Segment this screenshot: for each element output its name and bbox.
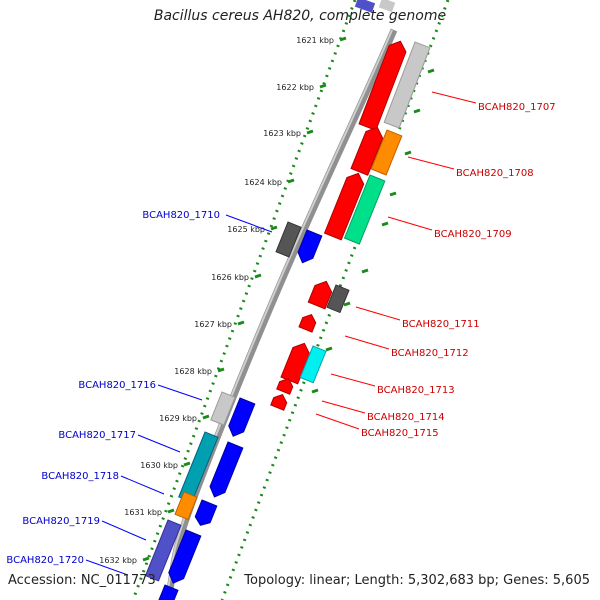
gene-feature-1718-a — [174, 491, 198, 521]
ruler-tick-label: 1622 kbp — [276, 83, 314, 92]
ruler-tick-mark — [306, 129, 314, 135]
ruler-tick-mark — [167, 508, 175, 514]
ruler-tick-mark — [287, 178, 295, 184]
gene-label[interactable]: BCAH820_1717 — [58, 430, 136, 441]
gene-label-leader-line — [137, 434, 181, 453]
gene-label-leader-line — [225, 214, 273, 233]
gene-feature-1719-b — [168, 529, 202, 584]
gene-feature-1708-b — [370, 129, 403, 176]
ruler-tick-mark — [270, 225, 278, 231]
ruler-tick-mark — [217, 367, 225, 373]
ruler-tick-mark — [254, 273, 262, 279]
genome-backbone-highlight — [165, 29, 393, 600]
ruler-tick-label: 1632 kbp — [99, 556, 137, 565]
outer-ruler-tick-mark — [404, 150, 412, 156]
gene-label-leader-line — [355, 306, 401, 321]
ruler-tick-layer: 1621 kbp 1622 kbp 1623 kbp 1624 kbp 1625 kbp… — [99, 36, 435, 565]
gene-label-leader-line — [431, 91, 477, 104]
gene-label-leader-line — [344, 335, 390, 350]
map-title: Bacillus cereus AH820, complete genome — [153, 8, 447, 24]
gene-label[interactable]: BCAH820_1709 — [434, 229, 512, 240]
gene-label[interactable]: BCAH820_1713 — [377, 385, 455, 396]
ruler-tick-label: 1629 kbp — [159, 414, 197, 423]
gene-feature-top-clipped-2 — [378, 0, 396, 13]
gene-feature-1710-b — [297, 229, 323, 264]
gene-label[interactable]: BCAH820_1711 — [402, 319, 480, 330]
ruler-tick-mark — [142, 556, 150, 562]
outer-ruler-tick-mark — [389, 191, 397, 197]
gene-label[interactable]: BCAH820_1707 — [478, 102, 556, 113]
gene-feature-1718-b — [194, 499, 218, 526]
gene-label-leader-line — [407, 156, 455, 170]
gene-feature-1707-a — [358, 40, 407, 131]
accession-label: Accession: NC_011773 — [8, 573, 156, 588]
ruler-tick-label: 1626 kbp — [211, 273, 249, 282]
outer-ruler-tick-mark — [343, 301, 351, 307]
gene-label-leader-line — [321, 400, 366, 414]
gene-feature-1716-b — [228, 397, 256, 437]
ruler-tick-mark — [202, 414, 210, 420]
gene-label-leader-line — [120, 475, 165, 495]
gene-labels-layer: BCAH820_1707 BCAH820_1708 BCAH820_1709 BCAH… — [6, 91, 556, 576]
gene-feature-1711-a — [307, 280, 333, 310]
outer-ruler-tick-mark — [325, 346, 333, 352]
ruler-tick-mark — [319, 83, 327, 89]
ruler-tick-mark — [339, 36, 347, 42]
gene-label[interactable]: BCAH820_1710 — [142, 210, 220, 221]
gene-feature-1714 — [276, 378, 294, 395]
ruler-tick-label: 1628 kbp — [174, 367, 212, 376]
ruler-tick-mark — [183, 461, 191, 467]
outer-ruler-tick-mark — [311, 388, 319, 394]
gene-feature-1715 — [270, 394, 288, 411]
gene-feature-1719-a — [144, 519, 182, 582]
genome-stats-label: Topology: linear; Length: 5,302,683 bp; … — [244, 573, 590, 588]
gene-label[interactable]: BCAH820_1712 — [391, 348, 469, 359]
gene-feature-1717-b — [209, 441, 244, 498]
gene-label-leader-line — [157, 384, 203, 401]
gene-label-leader-line — [85, 559, 129, 576]
gene-feature-1708-a — [350, 126, 384, 176]
ruler-tick-mark — [237, 320, 245, 326]
outer-ruler-tick-mark — [413, 108, 421, 114]
gene-feature-1720 — [156, 584, 179, 600]
gene-feature-1709-b — [343, 174, 386, 245]
outer-ruler-tick-mark — [427, 68, 435, 74]
gene-label[interactable]: BCAH820_1716 — [78, 380, 156, 391]
ruler-tick-label: 1625 kbp — [227, 225, 265, 234]
ruler-tick-label: 1623 kbp — [263, 129, 301, 138]
gene-feature-top-clipped-1 — [354, 0, 376, 13]
gene-label-leader-line — [101, 520, 147, 541]
gene-label-leader-line — [315, 413, 360, 430]
ruler-tick-label: 1630 kbp — [140, 461, 178, 470]
gene-label-leader-line — [387, 216, 433, 231]
gene-feature-1709-a — [323, 172, 365, 241]
gene-label-leader-line — [330, 373, 376, 387]
gene-feature-1713-b — [299, 345, 327, 384]
gene-label[interactable]: BCAH820_1715 — [361, 428, 439, 439]
gene-feature-1716-a — [210, 391, 236, 426]
ruler-tick-label: 1624 kbp — [244, 178, 282, 187]
gene-label[interactable]: BCAH820_1719 — [22, 516, 100, 527]
gene-feature-1710-a — [275, 221, 302, 258]
gene-feature-1712 — [298, 314, 317, 333]
ruler-tick-label: 1627 kbp — [194, 320, 232, 329]
gene-feature-1707-b — [383, 41, 431, 129]
outer-ruler-tick-mark — [381, 221, 389, 227]
gene-feature-1711-b — [326, 284, 350, 314]
outer-ruler-tick-mark — [361, 268, 369, 274]
ruler-tick-label: 1631 kbp — [124, 508, 162, 517]
gene-label[interactable]: BCAH820_1718 — [41, 471, 119, 482]
gene-label[interactable]: BCAH820_1708 — [456, 168, 534, 179]
gene-label[interactable]: BCAH820_1720 — [6, 555, 84, 566]
gene-label[interactable]: BCAH820_1714 — [367, 412, 445, 423]
ruler-tick-label: 1621 kbp — [296, 36, 334, 45]
